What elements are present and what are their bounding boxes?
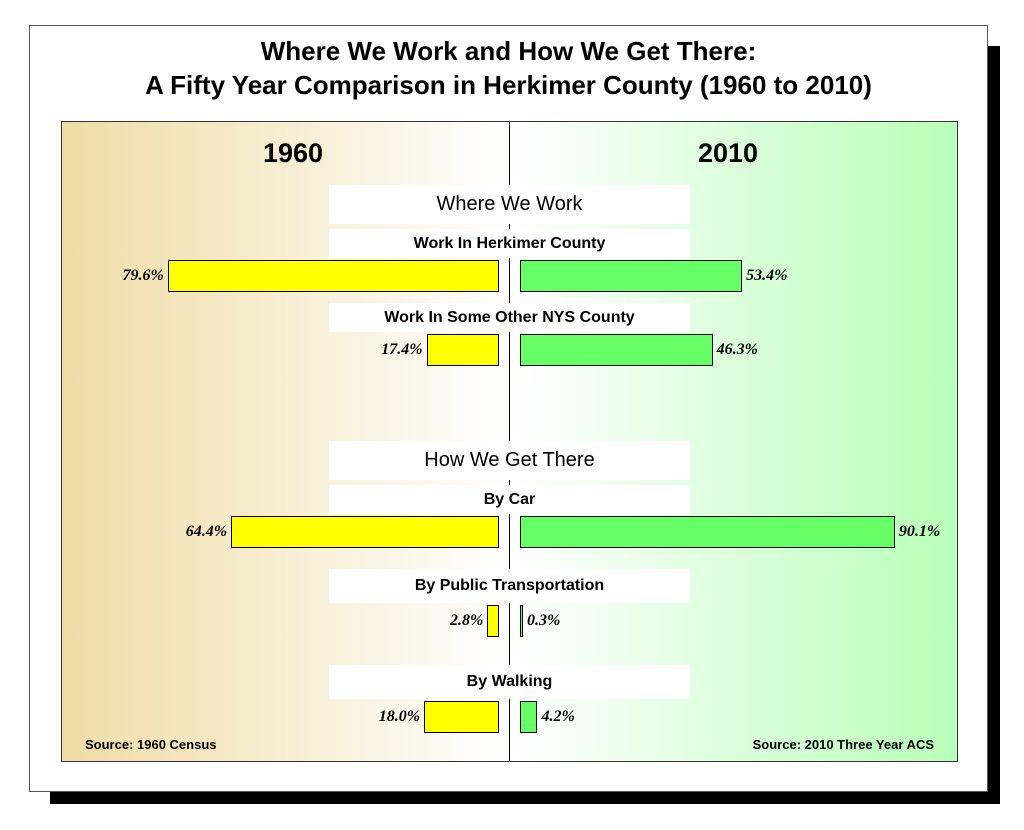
value-label-1960: 2.8% bbox=[450, 612, 484, 629]
value-label-1960: 79.6% bbox=[122, 267, 164, 284]
bar-2010 bbox=[520, 605, 523, 637]
value-label-2010: 0.3% bbox=[527, 612, 561, 629]
source-1960: Source: 1960 Census bbox=[85, 737, 217, 752]
source-2010: Source: 2010 Three Year ACS bbox=[752, 737, 934, 752]
category-label: Work In Herkimer County bbox=[329, 229, 690, 258]
section-heading: Where We Work bbox=[329, 185, 690, 224]
year-label-2010: 2010 bbox=[697, 138, 759, 168]
bar-2010 bbox=[520, 334, 713, 366]
chart-subtitle: A Fifty Year Comparison in Herkimer Coun… bbox=[145, 70, 872, 100]
value-label-1960: 17.4% bbox=[381, 341, 423, 358]
bar-1960 bbox=[426, 334, 499, 366]
section-heading: How We Get There bbox=[329, 441, 690, 480]
category-label: By Walking bbox=[329, 665, 690, 699]
category-label: Work In Some Other NYS County bbox=[329, 303, 690, 332]
value-label-2010: 4.2% bbox=[541, 708, 575, 725]
bar-1960 bbox=[487, 605, 499, 637]
category-label: By Public Transportation bbox=[329, 569, 690, 603]
value-label-2010: 90.1% bbox=[898, 523, 941, 540]
chart-title: Where We Work and How We Get There: bbox=[260, 36, 757, 66]
plot-area: 1960 2010 Where We Work Work In Herkimer … bbox=[61, 121, 958, 762]
value-label-1960: 18.0% bbox=[378, 708, 421, 725]
bar-1960 bbox=[231, 516, 499, 548]
bar-2010 bbox=[520, 260, 743, 292]
value-label-2010: 53.4% bbox=[746, 267, 788, 284]
bar-1960 bbox=[424, 701, 499, 733]
value-label-2010: 46.3% bbox=[716, 341, 758, 358]
bar-2010 bbox=[520, 701, 538, 733]
bar-1960 bbox=[167, 260, 499, 292]
year-label-1960: 1960 bbox=[262, 138, 324, 168]
bar-2010 bbox=[520, 516, 895, 548]
value-label-1960: 64.4% bbox=[185, 523, 228, 540]
category-label: By Car bbox=[329, 485, 690, 514]
